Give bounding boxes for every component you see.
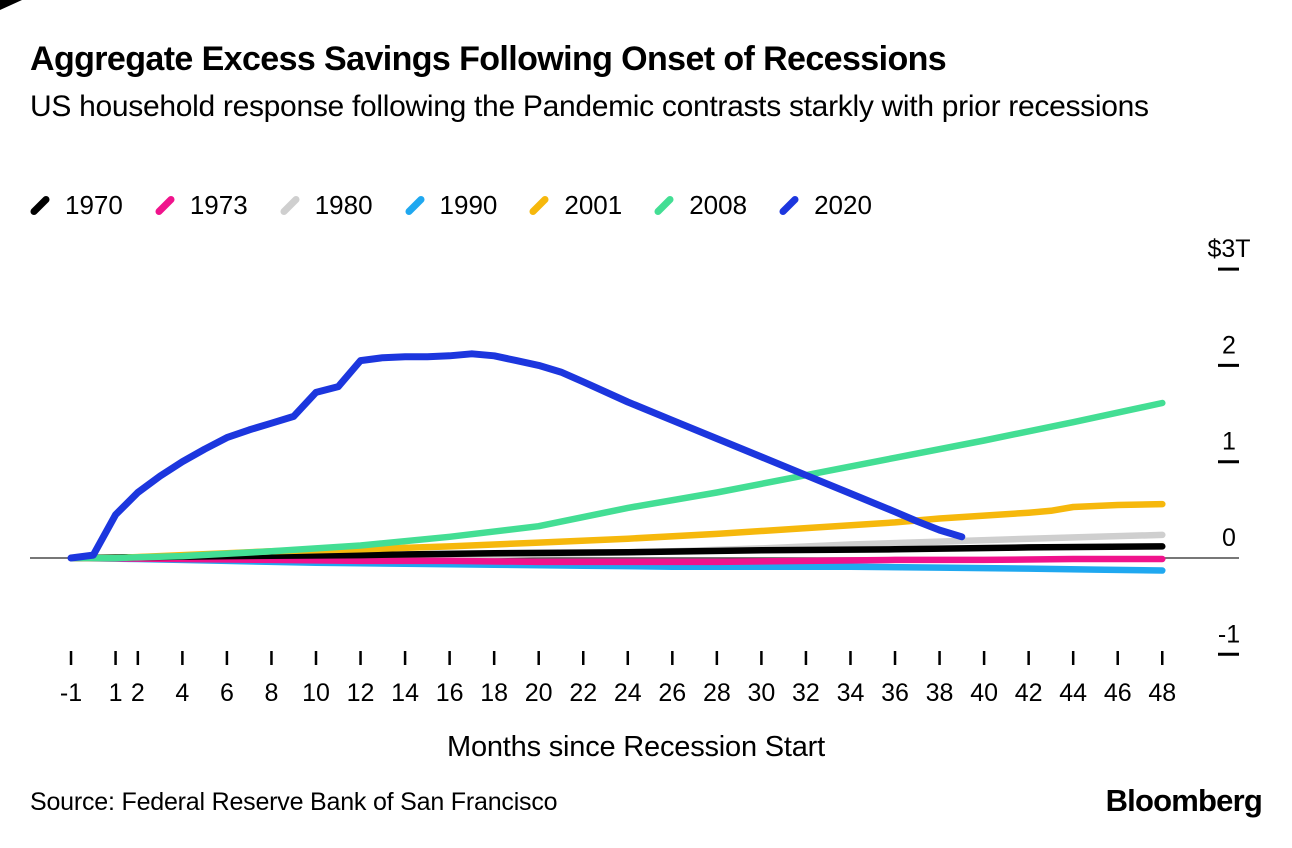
x-tick-label: 24 — [614, 679, 642, 707]
series-line-2020 — [67, 350, 966, 562]
x-tick-label: 4 — [175, 679, 189, 707]
x-tick-label: 22 — [569, 679, 597, 707]
legend-label-2001: 2001 — [564, 189, 623, 220]
legend-item-1973: 1973 — [153, 189, 248, 221]
x-tick-label: 16 — [436, 679, 464, 707]
legend-label-1990: 1990 — [439, 189, 498, 220]
legend-label-2020: 2020 — [814, 189, 872, 220]
x-tick-label: 8 — [265, 679, 279, 707]
series-line-2008 — [67, 399, 1166, 562]
x-tick-label: 1 — [109, 679, 123, 707]
x-axis-label: Months since Recession Start — [446, 731, 825, 763]
y-tick-label: 2 — [1222, 331, 1236, 359]
x-tick-label: 20 — [525, 679, 553, 707]
x-tick-label: 32 — [792, 679, 820, 707]
y-tick-label: $3T — [1207, 235, 1250, 263]
legend-item-2008: 2008 — [652, 189, 747, 221]
legend-label-1973: 1973 — [189, 189, 248, 220]
legend-item-1980: 1980 — [278, 189, 373, 221]
y-tick-label: 0 — [1222, 524, 1236, 552]
x-tick-label: 12 — [347, 679, 375, 707]
legend-label-1970: 1970 — [65, 189, 123, 220]
x-tick-label: 44 — [1059, 679, 1087, 707]
x-tick-label: 38 — [926, 679, 954, 707]
legend-item-2020: 2020 — [777, 189, 872, 221]
source-note: Source: Federal Reserve Bank of San Fran… — [30, 788, 558, 816]
legend: 1970 1973 1980 1990 2001 2008 2020 — [28, 186, 872, 224]
x-tick-label: 18 — [480, 679, 508, 707]
series-line-1970 — [67, 543, 1166, 562]
y-tick-label: 1 — [1222, 428, 1236, 456]
legend-label-1980: 1980 — [314, 189, 373, 220]
bloomberg-logo: Bloomberg — [1105, 783, 1263, 818]
x-tick-label: 2 — [131, 679, 145, 707]
chart-title: Aggregate Excess Savings Following Onset… — [30, 40, 947, 78]
x-tick-label: 28 — [703, 679, 731, 707]
legend-item-1990: 1990 — [403, 189, 498, 221]
x-tick-label: 36 — [881, 679, 909, 707]
series-line-1973 — [67, 554, 1166, 566]
x-tick-label: 10 — [302, 679, 330, 707]
legend-item-1970: 1970 — [28, 189, 123, 221]
x-tick-label: 48 — [1148, 679, 1176, 707]
x-tick-label: 42 — [1015, 679, 1043, 707]
y-tick-label: -1 — [1218, 620, 1240, 648]
legend-item-2001: 2001 — [527, 189, 622, 221]
chart-subtitle: US household response following the Pand… — [30, 90, 1149, 123]
x-tick-label: 26 — [658, 679, 686, 707]
x-tick-label: 34 — [837, 679, 865, 707]
x-tick-label: 40 — [970, 679, 998, 707]
x-tick-label: 6 — [220, 679, 234, 707]
x-tick-label: 14 — [391, 679, 419, 707]
corner-mark — [0, 0, 22, 10]
x-tick-label: 30 — [747, 679, 775, 707]
x-tick-label: -1 — [60, 679, 82, 707]
x-tick-label: 46 — [1104, 679, 1132, 707]
legend-label-2008: 2008 — [689, 189, 748, 220]
